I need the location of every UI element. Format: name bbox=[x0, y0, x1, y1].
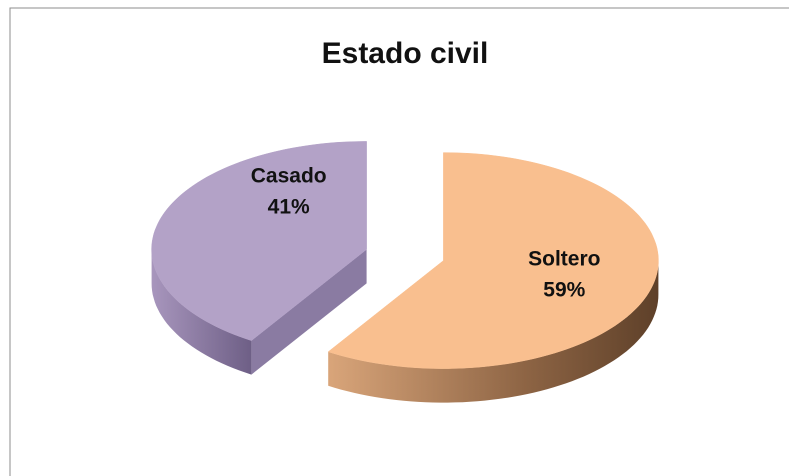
chart-title: Estado civil bbox=[322, 37, 489, 70]
slice-side bbox=[251, 249, 367, 375]
data-label-category: Soltero bbox=[528, 248, 600, 271]
data-label-value: 41% bbox=[268, 195, 310, 218]
slice-top bbox=[327, 152, 659, 369]
pie-slice bbox=[151, 141, 367, 375]
slice-wall bbox=[151, 249, 252, 375]
pie-slice bbox=[327, 152, 659, 403]
chart-frame bbox=[9, 7, 789, 476]
slice-wall bbox=[328, 260, 659, 403]
data-label-value: 59% bbox=[543, 279, 585, 302]
slice-top bbox=[151, 141, 367, 341]
data-label-category: Casado bbox=[251, 164, 327, 187]
